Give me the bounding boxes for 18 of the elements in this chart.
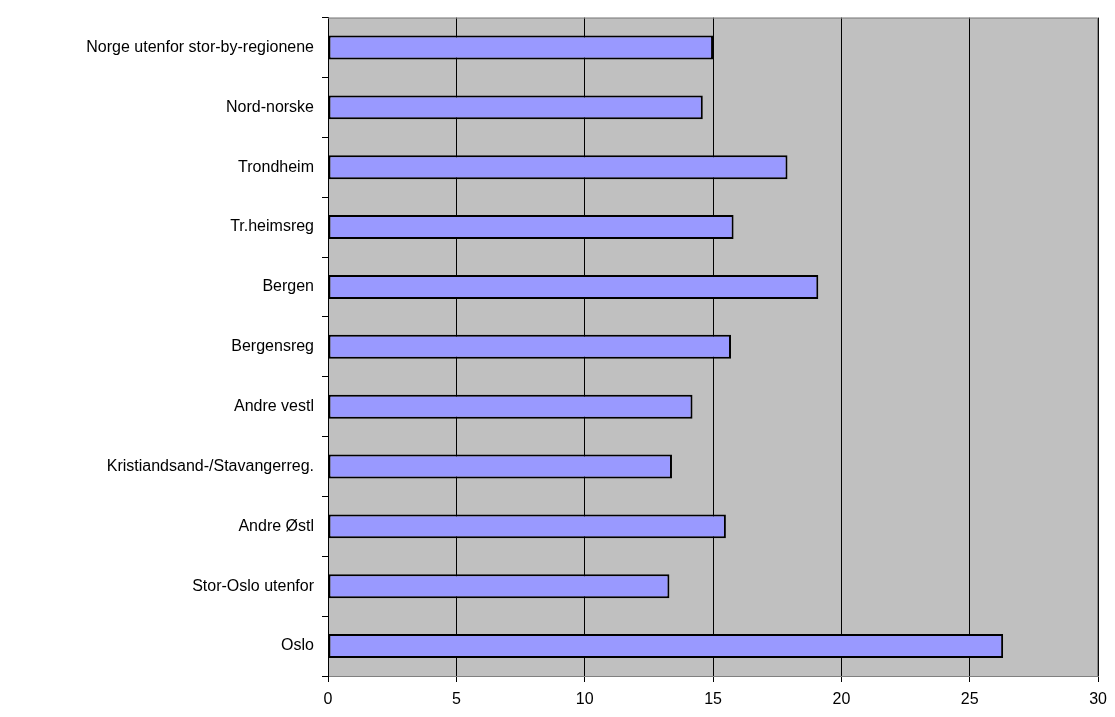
x-tick-label: 10	[575, 690, 594, 708]
x-tick-label: 20	[832, 690, 851, 708]
x-tick-label: 25	[960, 690, 979, 708]
y-tick-label: Kristiandsand-/Stavangerreg.	[106, 456, 314, 474]
y-tick-label: Tr.heimsreg	[230, 217, 314, 235]
x-tick-label: 5	[451, 690, 461, 708]
y-tick-label: Oslo	[281, 636, 315, 654]
x-tick-label: 15	[704, 690, 723, 708]
y-tick-label: Andre vestl	[233, 397, 314, 415]
x-tick-label: 30	[1089, 690, 1108, 708]
x-tick-label: 0	[323, 690, 333, 708]
y-tick-label: Trondheim	[238, 157, 314, 175]
y-tick-label: Bergensreg	[231, 337, 314, 355]
y-tick-label: Norge utenfor stor-by-regionene	[86, 37, 315, 55]
y-tick-label: Stor-Oslo utenfor	[192, 576, 315, 594]
y-tick-label: Andre Østl	[238, 516, 314, 534]
y-tick-label: Nord-norske	[225, 97, 315, 115]
y-tick-label: Bergen	[262, 277, 314, 295]
